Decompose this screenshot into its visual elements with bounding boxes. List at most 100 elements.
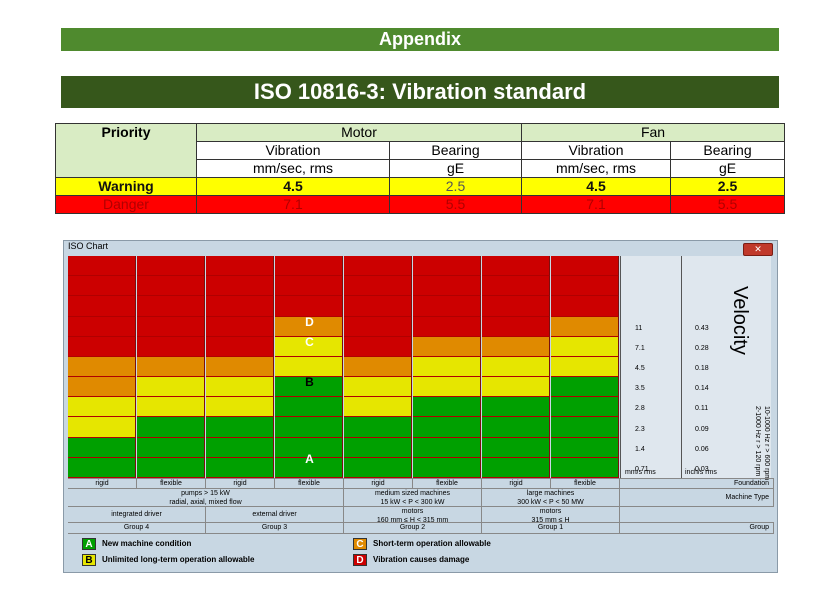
zone-cell-a: [137, 437, 205, 458]
fan-vibration-unit: mm/sec, rms: [521, 159, 671, 178]
zone-cell-a: [482, 437, 550, 458]
zone-cell-a: [206, 437, 274, 458]
frequency-label: 10-1000 Hz r > 600 rpm 2-1000 Hz r > 120 …: [753, 406, 771, 480]
zone-cell-b: [482, 377, 550, 398]
zone-cell-d: [344, 256, 412, 277]
legend-c-swatch: C: [353, 538, 367, 550]
priority-header: Priority: [55, 123, 197, 178]
large-line2: 300 kW < P < 50 MW: [517, 499, 584, 506]
foundation-label: Foundation: [620, 479, 774, 489]
warning-motor-bearing: 2.5: [389, 177, 522, 196]
zone-cell-c: [275, 316, 343, 337]
zone-cell-a: [551, 437, 619, 458]
zone-cell-d: [275, 276, 343, 297]
zone-label-c: C: [305, 334, 314, 349]
inch-tick: 0.09: [695, 425, 709, 433]
motor-vibration-header: Vibration: [196, 141, 390, 160]
danger-fan-vibration: 7.1: [521, 195, 671, 214]
mm-tick: 2.3: [635, 425, 645, 433]
legend-d-text: Vibration causes damage: [373, 555, 470, 565]
zone-cell-a: [275, 457, 343, 478]
group-cell: Group 2: [344, 523, 482, 533]
machine-type-pumps: pumps > 15 kW radial, axial, mixed flow: [68, 489, 344, 507]
zone-cell-a: [68, 437, 136, 458]
zone-cell-d: [137, 256, 205, 277]
zone-cell-b: [68, 417, 136, 438]
zone-cell-d: [482, 316, 550, 337]
zone-cell-d: [68, 296, 136, 317]
legend-d: D Vibration causes damage: [353, 554, 469, 566]
scale-divider: [681, 256, 682, 478]
zone-cell-d: [68, 316, 136, 337]
motor-header: Motor: [196, 123, 522, 142]
zone-cell-a: [344, 417, 412, 438]
zone-column: [482, 256, 551, 478]
zone-cell-a: [413, 397, 481, 418]
zone-cell-b: [482, 356, 550, 378]
iso-chart-title: ISO Chart: [68, 241, 109, 251]
group-label: Group: [620, 523, 774, 533]
zone-cell-b: [413, 377, 481, 398]
zone-cell-d: [344, 276, 412, 297]
zone-cell-b: [206, 397, 274, 418]
foundation-rigid: rigid: [206, 479, 275, 489]
zone-cell-a: [413, 437, 481, 458]
zone-cell-d: [344, 296, 412, 317]
legend-c: C Short-term operation allowable: [353, 538, 491, 550]
zone-column: [413, 256, 482, 478]
motor-bearing-unit: gE: [389, 159, 522, 178]
zone-cell-a: [137, 457, 205, 478]
velocity-label: Velocity: [729, 286, 751, 355]
frequency-label-2: 2-1000 Hz r > 120 rpm: [754, 406, 761, 477]
machine-type-medium: medium sized machines 15 kW < P < 300 kW: [344, 489, 482, 507]
fan-vibration-header: Vibration: [521, 141, 671, 160]
legend-a-swatch: A: [82, 538, 96, 550]
medium-line1: medium sized machines: [374, 490, 451, 497]
foundation-flexible: flexible: [413, 479, 482, 489]
zone-cell-d: [344, 316, 412, 337]
foundation-flexible: flexible: [137, 479, 206, 489]
zone-cell-b: [137, 397, 205, 418]
zone-cell-b: [344, 377, 412, 398]
zone-cell-d: [482, 296, 550, 317]
zone-cell-d: [551, 256, 619, 277]
zone-cell-b: [137, 377, 205, 398]
zone-cell-a: [551, 397, 619, 418]
inch-tick: 0.28: [695, 344, 709, 352]
driver-row: integrated driver external driver motors…: [68, 506, 774, 524]
zone-cell-a: [551, 457, 619, 478]
zone-cell-d: [68, 256, 136, 277]
medium-line2: 15 kW < P < 300 kW: [380, 499, 445, 506]
zone-cell-a: [68, 457, 136, 478]
zone-cell-a: [482, 457, 550, 478]
fan-bearing-header: Bearing: [670, 141, 785, 160]
zone-cell-d: [206, 296, 274, 317]
motors-large: motors 315 mm ≤ H: [482, 507, 620, 524]
zone-column: [551, 256, 620, 478]
external-driver: external driver: [206, 507, 344, 523]
mm-tick: 2.8: [635, 405, 645, 413]
zone-cell-d: [413, 316, 481, 337]
zone-cell-d: [275, 256, 343, 277]
zone-cell-d: [551, 276, 619, 297]
foundation-flexible: flexible: [275, 479, 344, 489]
legend-c-text: Short-term operation allowable: [373, 539, 491, 549]
zone-cell-c: [68, 377, 136, 398]
zone-cell-d: [482, 256, 550, 277]
zone-cell-a: [206, 457, 274, 478]
zone-column: [275, 256, 344, 478]
zone-cell-c: [206, 356, 274, 378]
zone-cell-b: [551, 356, 619, 378]
zone-cell-d: [413, 296, 481, 317]
motors-medium-line2: 160 mm ≤ H < 315 mm: [376, 517, 449, 524]
legend-d-swatch: D: [353, 554, 367, 566]
legend-b-swatch: B: [82, 554, 96, 566]
group-row: Group 4 Group 3 Group 2 Group 1 Group: [68, 522, 774, 534]
warning-label: Warning: [55, 177, 197, 196]
mm-unit: mm/s rms: [625, 469, 656, 476]
close-icon[interactable]: ✕: [743, 243, 773, 256]
foundation-row: rigid flexible rigid flexible rigid flexible r…: [68, 478, 774, 489]
zone-cell-d: [275, 296, 343, 317]
zone-cell-a: [275, 437, 343, 458]
